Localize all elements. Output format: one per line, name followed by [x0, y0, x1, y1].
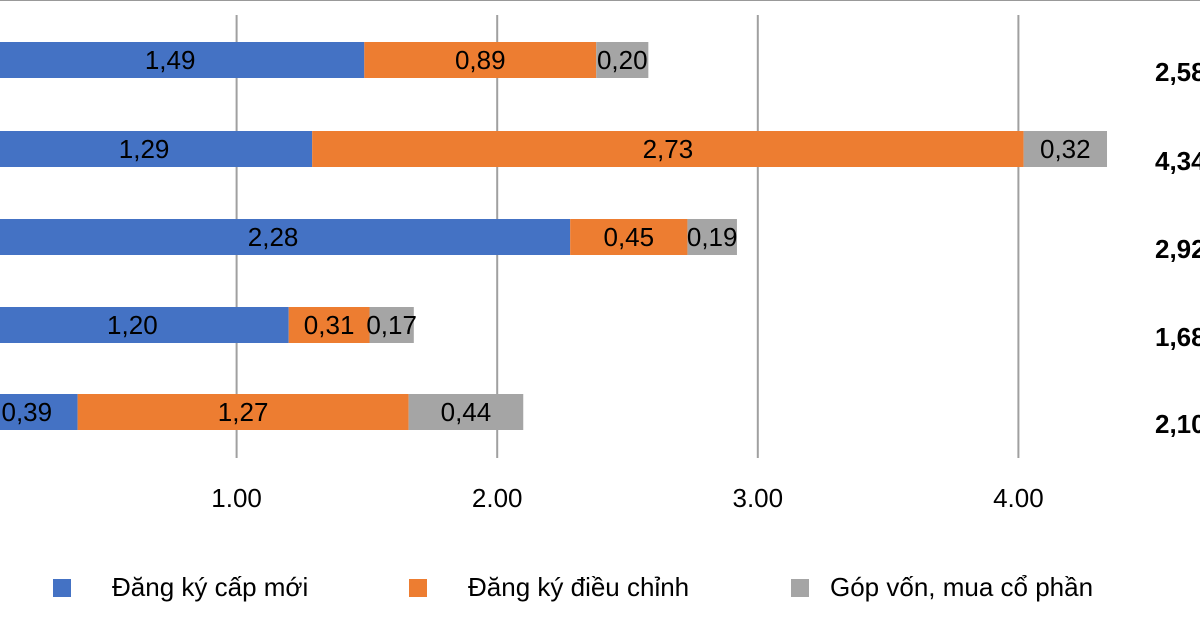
- x-tick-label: 4.00: [993, 483, 1044, 513]
- data-label: 1,29: [119, 134, 170, 164]
- legend-swatch: [791, 579, 809, 597]
- legend-label: Góp vốn, mua cổ phần: [830, 572, 1093, 602]
- bar-segment: [596, 42, 649, 78]
- bar-segment: [0, 42, 365, 78]
- data-label: 2,73: [643, 134, 694, 164]
- bar-segment: [0, 394, 78, 430]
- bar-segment: [570, 219, 688, 255]
- bar-segment: [1023, 131, 1108, 167]
- bar-segment: [0, 131, 313, 167]
- x-tick-label: 2.00: [472, 483, 523, 513]
- data-label: 1,27: [218, 397, 269, 427]
- data-label: 0,89: [455, 45, 506, 75]
- bar-segment: [408, 394, 524, 430]
- bar-segment: [288, 307, 370, 343]
- data-label: 0,31: [304, 310, 355, 340]
- data-label: 0,44: [441, 397, 492, 427]
- bar-segment: [77, 394, 409, 430]
- total-label: 1,68: [1155, 322, 1200, 352]
- total-label: 2,58: [1155, 57, 1200, 87]
- bar-segment: [312, 131, 1024, 167]
- data-label: 0,20: [597, 45, 648, 75]
- bar-segment: [0, 219, 571, 255]
- bar-segment: [687, 219, 737, 255]
- legend-label: Đăng ký cấp mới: [112, 572, 308, 602]
- total-label: 2,10: [1155, 409, 1200, 439]
- total-label: 2,92: [1155, 234, 1200, 264]
- data-label: 1,20: [107, 310, 158, 340]
- bar-segment: [0, 307, 289, 343]
- bar-segment: [369, 307, 414, 343]
- data-label: 2,28: [248, 222, 299, 252]
- total-label: 4,34: [1155, 146, 1200, 176]
- x-tick-label: 1.00: [211, 483, 262, 513]
- x-tick-label: 3.00: [732, 483, 783, 513]
- data-label: 0,39: [2, 397, 53, 427]
- data-label: 1,49: [145, 45, 196, 75]
- legend-label: Đăng ký điều chỉnh: [468, 572, 689, 602]
- data-label: 0,32: [1040, 134, 1091, 164]
- bar-segment: [364, 42, 597, 78]
- data-label: 0,19: [687, 222, 738, 252]
- legend-swatch: [53, 579, 71, 597]
- data-label: 0,45: [603, 222, 654, 252]
- data-label: 0,17: [366, 310, 417, 340]
- legend-swatch: [409, 579, 427, 597]
